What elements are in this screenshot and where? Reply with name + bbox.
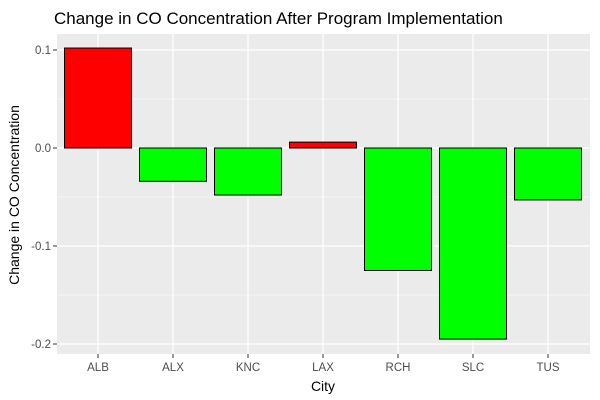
x-tick-label: TUS (537, 362, 560, 374)
bars (64, 47, 582, 340)
y-tick-label: -0.2 (31, 339, 51, 351)
bar-alx (139, 147, 207, 182)
bar-rch (364, 147, 432, 271)
bar-knc (214, 147, 282, 196)
x-tick-label: LAX (312, 362, 334, 374)
bar-tus (514, 147, 582, 201)
y-tick-label: -0.1 (31, 241, 51, 253)
y-tick-label: 0.0 (35, 143, 51, 155)
x-axis-ticks: ALB ALX KNC LAX RCH SLC TUS (87, 354, 560, 374)
x-tick-label: KNC (236, 362, 260, 374)
y-tick-label: 0.1 (35, 45, 51, 57)
chart-title: Change in CO Concentration After Program… (54, 9, 503, 28)
bar-alb (64, 47, 132, 149)
x-axis-title: City (311, 378, 335, 394)
y-axis-title: Change in CO Concentration (6, 105, 22, 285)
x-tick-label: SLC (462, 362, 484, 374)
bar-lax (289, 141, 357, 149)
x-tick-label: ALX (162, 362, 184, 374)
bar-slc (439, 147, 507, 340)
x-tick-label: RCH (386, 362, 411, 374)
y-axis-ticks: -0.2 -0.1 0.0 0.1 (31, 45, 57, 351)
x-tick-label: ALB (87, 362, 109, 374)
